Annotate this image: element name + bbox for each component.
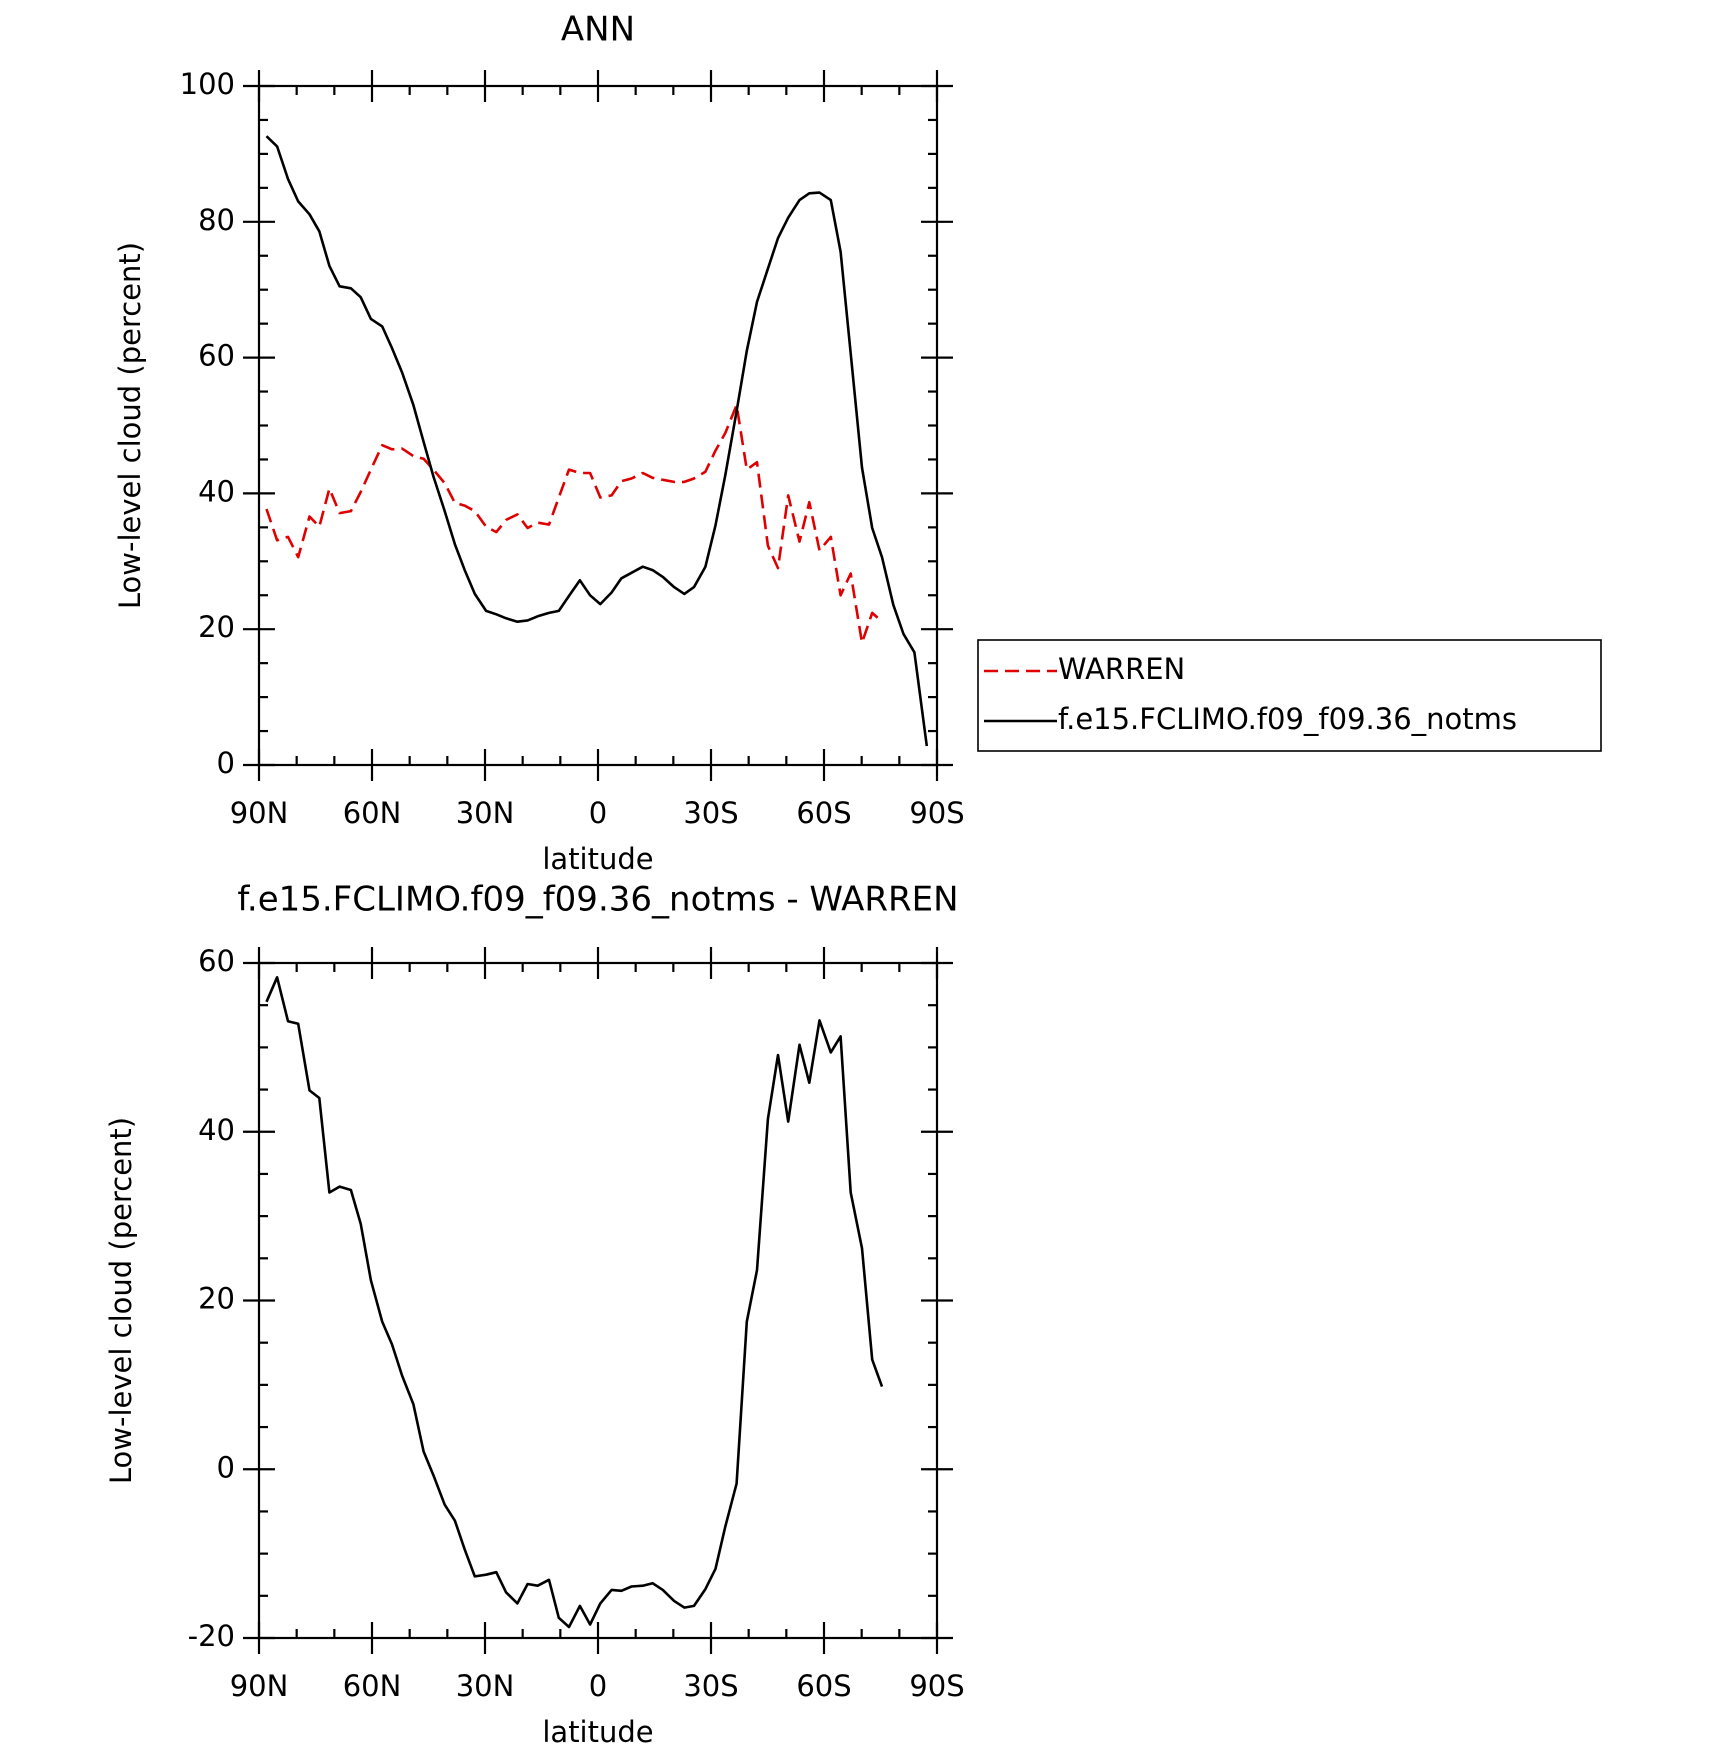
- y-tick-label: 60: [198, 944, 235, 978]
- legend-label: f.e15.FCLIMO.f09_f09.36_notms: [1058, 702, 1517, 736]
- x-tick-label: 90N: [230, 1669, 289, 1703]
- chart-title: f.e15.FCLIMO.f09_f09.36_notms - WARREN: [237, 880, 958, 920]
- y-tick-label: 0: [217, 1450, 235, 1484]
- plot-frame: [257, 961, 939, 1640]
- x-tick-label: 60N: [343, 796, 402, 830]
- x-tick-label: 90S: [909, 796, 964, 830]
- x-tick-label: 60S: [796, 1669, 851, 1703]
- y-tick-label: 20: [198, 610, 235, 644]
- legend-label: WARREN: [1058, 652, 1185, 686]
- x-tick-label: 60N: [343, 1669, 402, 1703]
- x-axis-label: latitude: [542, 842, 653, 876]
- chart-title: ANN: [561, 10, 635, 50]
- x-tick-label: 30N: [456, 796, 515, 830]
- x-axis-label: latitude: [542, 1715, 653, 1749]
- y-tick-label: 40: [198, 1113, 235, 1147]
- y-tick-label: 40: [198, 474, 235, 508]
- x-tick-label: 30S: [683, 796, 738, 830]
- y-tick-label: 60: [198, 339, 235, 373]
- y-tick-label: -20: [188, 1619, 235, 1653]
- y-tick-label: 0: [217, 746, 235, 780]
- y-axis-label: Low-level cloud (percent): [113, 242, 147, 609]
- legend-box: [977, 639, 1602, 752]
- x-tick-label: 30N: [456, 1669, 515, 1703]
- data-line: [265, 135, 929, 747]
- plot-frame: [257, 84, 939, 767]
- x-tick-label: 90N: [230, 796, 289, 830]
- x-tick-label: 0: [589, 796, 607, 830]
- x-tick-label: 90S: [909, 1669, 964, 1703]
- x-tick-label: 0: [589, 1669, 607, 1703]
- data-line: [265, 403, 883, 645]
- y-tick-label: 80: [198, 203, 235, 237]
- x-tick-label: 30S: [683, 1669, 738, 1703]
- x-tick-label: 60S: [796, 796, 851, 830]
- y-tick-label: 20: [198, 1282, 235, 1316]
- y-axis-label: Low-level cloud (percent): [104, 1117, 138, 1484]
- y-tick-label: 100: [180, 67, 235, 101]
- data-line: [265, 976, 884, 1629]
